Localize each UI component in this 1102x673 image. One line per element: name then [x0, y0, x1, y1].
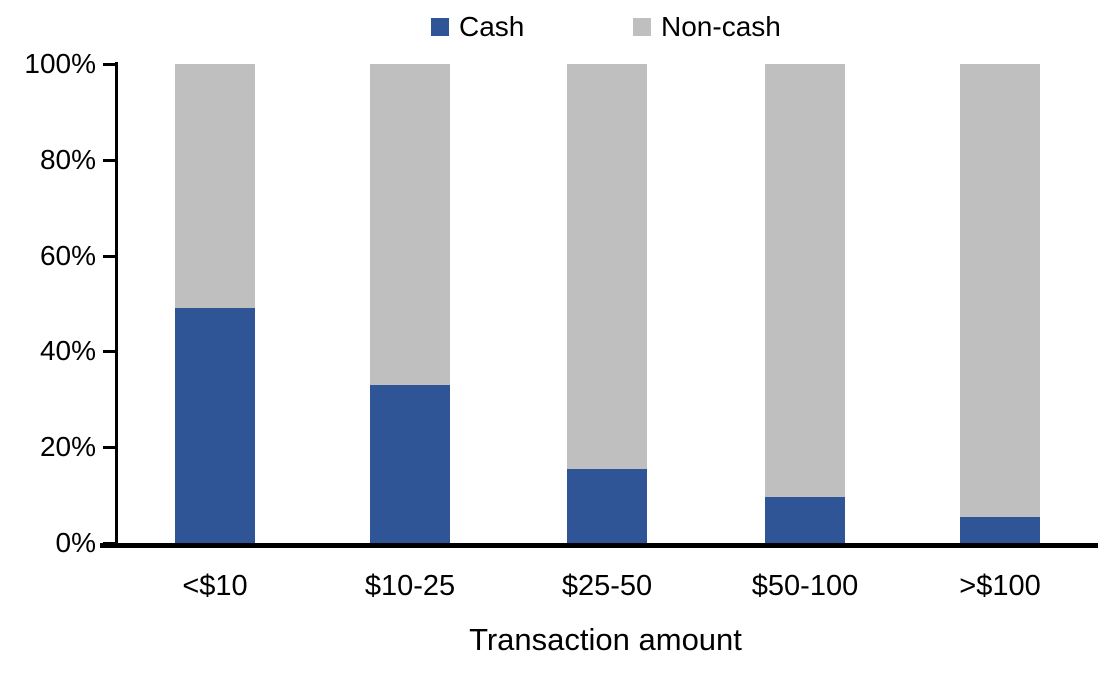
- bar-segment-non-cash-1: [370, 64, 450, 385]
- y-axis-tick-mark: [103, 158, 118, 162]
- y-axis-tick-mark: [103, 350, 118, 354]
- y-axis-tick-mark: [103, 63, 118, 66]
- x-axis-category-label: $25-50: [561, 570, 653, 602]
- bar-segment-non-cash-4: [960, 64, 1040, 517]
- bar-segment-cash-3: [765, 497, 845, 543]
- noncash-legend-label: Non-cash: [661, 11, 781, 42]
- x-axis-category-label: $50-100: [751, 570, 859, 602]
- noncash-legend-swatch-icon: [633, 18, 651, 36]
- y-axis-tick-label: 40%: [39, 335, 96, 367]
- y-axis-tick-mark: [103, 446, 118, 450]
- legend-item-cash: Cash: [431, 13, 524, 41]
- x-axis-category-label: >$100: [959, 570, 1041, 602]
- x-axis-category-label: $10-25: [364, 570, 456, 602]
- bar-segment-cash-2: [567, 468, 647, 543]
- cash-legend-label: Cash: [459, 11, 525, 42]
- y-axis-tick-label: 80%: [39, 143, 96, 175]
- y-axis-tick-label: 100%: [24, 48, 96, 79]
- x-axis-title: Transaction amount: [469, 622, 742, 657]
- bar-segment-non-cash-2: [567, 64, 647, 469]
- y-axis-tick-label: 20%: [39, 431, 96, 463]
- x-axis-line: [100, 543, 1098, 548]
- bar-segment-cash-0: [175, 308, 255, 543]
- y-axis-tick-label: 0%: [55, 527, 96, 558]
- legend-item-noncash: Non-cash: [633, 13, 781, 41]
- bar-segment-cash-1: [370, 384, 450, 543]
- bar-segment-cash-4: [960, 516, 1040, 543]
- bar-segment-non-cash-3: [765, 64, 845, 498]
- cash-legend-swatch-icon: [431, 18, 449, 36]
- y-axis-tick-label: 60%: [39, 239, 96, 271]
- bar-segment-non-cash-0: [175, 64, 255, 309]
- y-axis-tick-mark: [103, 254, 118, 258]
- x-axis-category-label: <$10: [182, 570, 248, 602]
- y-axis-line: [115, 62, 118, 548]
